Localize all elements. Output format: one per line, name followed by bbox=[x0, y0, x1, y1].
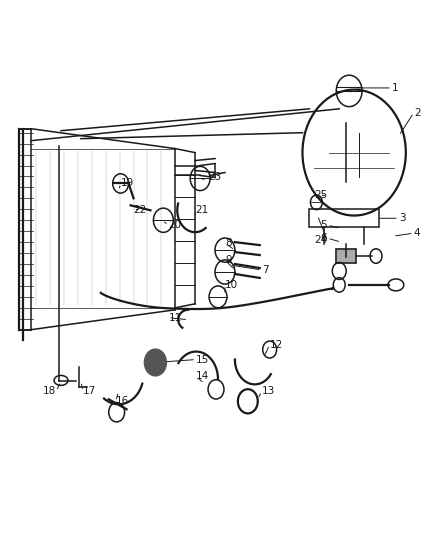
Bar bbox=[309, 209, 379, 227]
Text: 25: 25 bbox=[314, 190, 327, 200]
Text: 23: 23 bbox=[208, 173, 221, 182]
Text: 2: 2 bbox=[414, 108, 420, 118]
Text: 3: 3 bbox=[399, 213, 406, 223]
Text: 9: 9 bbox=[225, 255, 232, 265]
Bar bbox=[336, 249, 356, 263]
Text: 18: 18 bbox=[43, 386, 56, 397]
Text: 8: 8 bbox=[225, 238, 232, 248]
Text: 13: 13 bbox=[262, 386, 275, 397]
Text: 24: 24 bbox=[314, 235, 327, 245]
Text: 6: 6 bbox=[321, 233, 327, 243]
Text: 7: 7 bbox=[262, 265, 268, 275]
Text: 10: 10 bbox=[225, 280, 238, 290]
Text: 1: 1 bbox=[392, 83, 399, 93]
Text: 4: 4 bbox=[414, 228, 420, 238]
Text: 22: 22 bbox=[134, 205, 147, 215]
Text: 5: 5 bbox=[321, 220, 327, 230]
Text: 19: 19 bbox=[120, 179, 134, 189]
Text: 12: 12 bbox=[270, 340, 283, 350]
Text: 16: 16 bbox=[116, 397, 129, 406]
Text: 11: 11 bbox=[168, 313, 182, 323]
Text: 17: 17 bbox=[83, 386, 96, 397]
Text: 14: 14 bbox=[196, 372, 209, 382]
Text: 21: 21 bbox=[195, 205, 208, 215]
Text: 20: 20 bbox=[168, 220, 181, 230]
Bar bbox=[336, 249, 356, 263]
Circle shape bbox=[145, 349, 166, 376]
Text: 15: 15 bbox=[196, 354, 209, 365]
